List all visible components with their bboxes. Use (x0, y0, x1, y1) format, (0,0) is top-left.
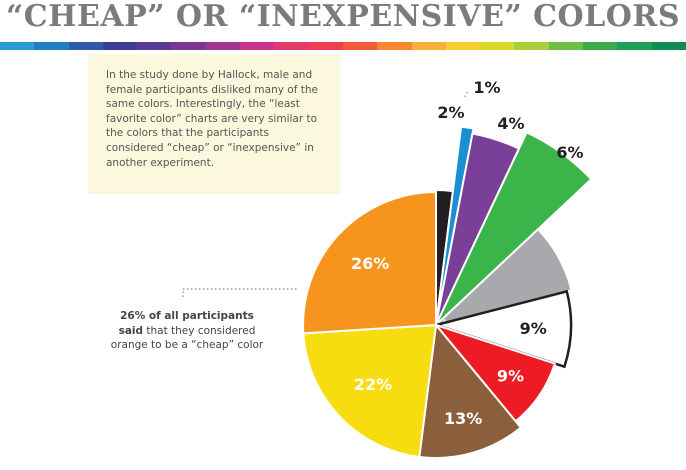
leader-line-callout (182, 288, 298, 297)
callout-rest: that they considered orange to be a “che… (110, 324, 264, 352)
stripe-segment (34, 42, 69, 50)
stripe-segment (480, 42, 515, 50)
callout-text: 26% of all participants said that they c… (108, 309, 266, 353)
stripe-segment (308, 42, 343, 50)
leader-line-1pct (464, 89, 469, 98)
stripe-segment (342, 42, 378, 50)
slice-label: 4% (497, 114, 524, 133)
slice-label: 13% (444, 409, 482, 428)
stripe-segment (205, 42, 241, 50)
slice-label: 26% (351, 254, 389, 273)
slice-label: 1% (473, 78, 500, 97)
color-stripe (0, 42, 686, 50)
callout-bold: 26% of all participants said (118, 310, 254, 337)
note-text: In the study done by Hallock, male and f… (106, 69, 318, 169)
stripe-segment (240, 42, 275, 50)
stripe-segment (0, 42, 35, 50)
pie-slice (302, 323, 438, 459)
stripe-segment (137, 42, 172, 50)
pie-slice (435, 227, 573, 326)
stripe-segment (445, 42, 481, 50)
stripe-segment (617, 42, 652, 50)
stripe-segment (68, 42, 103, 50)
pie-slice (302, 190, 437, 335)
stripe-segment (411, 42, 446, 50)
stripe-segment (514, 42, 549, 50)
stripe-segment (548, 42, 584, 50)
note-box: In the study done by Hallock, male and f… (88, 54, 340, 194)
stripe-segment (583, 42, 618, 50)
stripe-segment (651, 42, 686, 50)
slice-label: 9% (520, 319, 547, 338)
stripe-segment (274, 42, 309, 50)
slice-label: 9% (497, 367, 524, 386)
pie-slice (431, 289, 573, 369)
slice-label: 2% (437, 103, 464, 122)
pie-slice (418, 322, 523, 460)
slice-label: 6% (556, 143, 583, 162)
pie-slice (435, 130, 593, 326)
stripe-segment (102, 42, 138, 50)
slice-label: 22% (354, 375, 392, 394)
page-title: “CHEAP” OR “INEXPENSIVE” COLORS (6, 0, 680, 34)
stripe-segment (171, 42, 206, 50)
stripe-segment (377, 42, 412, 50)
